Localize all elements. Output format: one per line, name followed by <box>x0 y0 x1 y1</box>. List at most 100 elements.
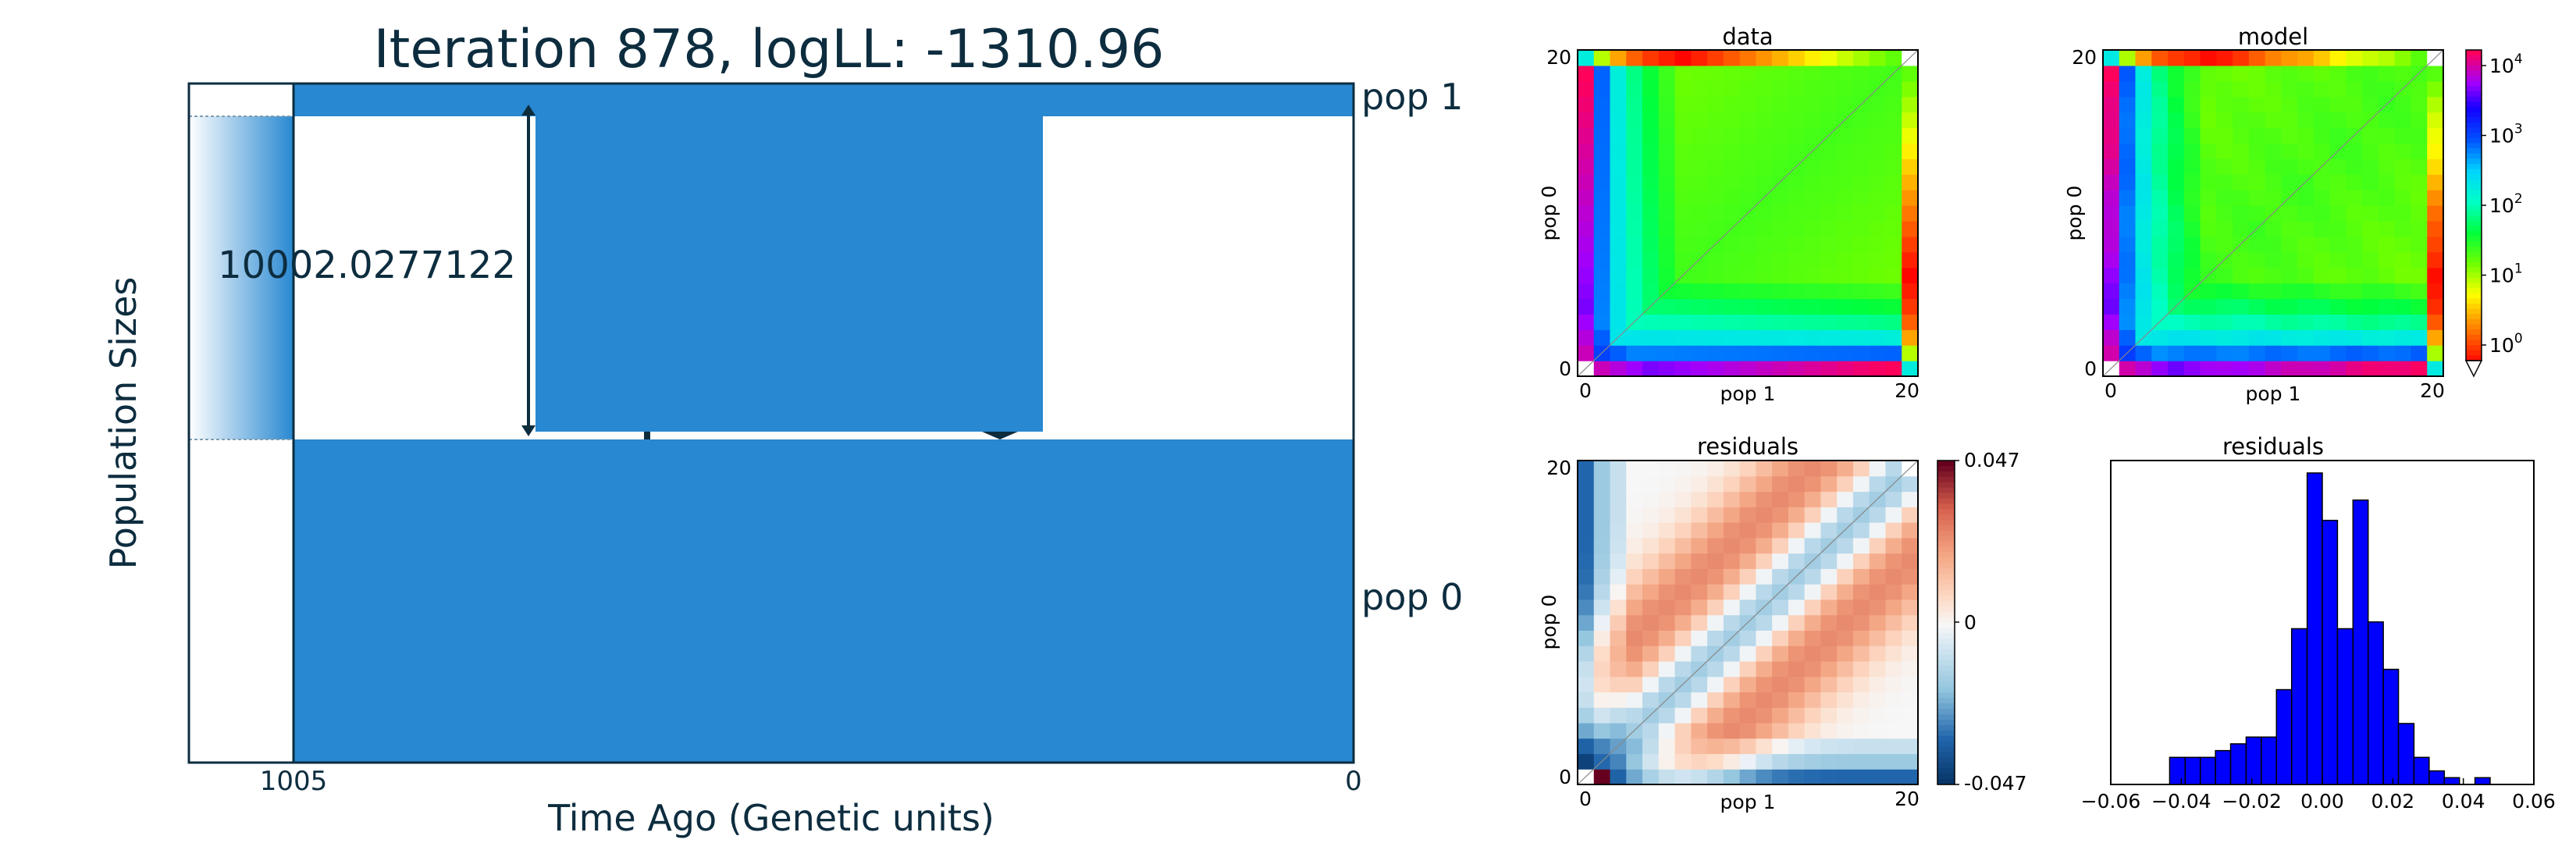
heatmap-cell <box>1593 298 1611 315</box>
heatmap-cell <box>1610 298 1627 315</box>
demography-title: Iteration 878, logLL: -1310.96 <box>374 19 1165 80</box>
heatmap-cell <box>2248 283 2266 300</box>
colorbar-segment <box>1937 503 1955 510</box>
heatmap-cell <box>1707 491 1724 507</box>
heatmap-cell <box>1885 96 1902 113</box>
heatmap-cell <box>1578 676 1595 693</box>
heatmap-cell <box>2378 205 2396 222</box>
heatmap-cell <box>2216 65 2233 82</box>
heatmap-cell <box>1804 329 1822 346</box>
heatmap-cell <box>1788 267 1806 284</box>
heatmap-cell <box>2151 329 2169 346</box>
heatmap-cell <box>2119 283 2137 300</box>
heatmap-cell <box>2151 127 2169 144</box>
heatmap-cell <box>2362 174 2379 190</box>
colorbar-segment <box>2466 314 2482 320</box>
heatmap-cell <box>1756 96 1773 113</box>
heatmap-cell <box>1707 722 1724 739</box>
heatmap-cell <box>1739 96 1756 113</box>
colorbar-segment <box>1937 595 1955 602</box>
heatmap-cell <box>1788 127 1806 144</box>
histogram-tick-label: −0.06 <box>2081 790 2141 813</box>
heatmap-cell <box>2233 267 2250 284</box>
heatmap-cell <box>2216 329 2233 346</box>
heatmap-cell <box>1804 475 1822 493</box>
heatmap-cell <box>1837 283 1854 300</box>
heatmap-cell <box>2183 236 2201 253</box>
heatmap-cell <box>1642 143 1660 159</box>
heatmap-cell <box>1707 599 1724 616</box>
heatmap-cell <box>1691 314 1708 330</box>
heatmap-cell <box>1610 267 1627 284</box>
heatmap-cell <box>2329 267 2347 284</box>
heatmap-cell <box>1772 329 1789 346</box>
model-ytick-max: 20 <box>2072 46 2097 69</box>
heatmap-cell <box>2313 205 2331 222</box>
colorbar-segment <box>2466 106 2482 113</box>
heatmap-cell <box>2216 345 2233 361</box>
heatmap-cell <box>2394 283 2412 300</box>
heatmap-cell <box>2183 190 2201 206</box>
heatmap-cell <box>2362 50 2379 66</box>
heatmap-cell <box>1642 127 1660 144</box>
heatmap-cell <box>1658 738 1676 755</box>
heatmap-cell <box>1610 753 1627 770</box>
heatmap-cell <box>2200 65 2217 82</box>
heatmap-cell <box>2297 50 2314 66</box>
heatmap-cell <box>2329 50 2347 66</box>
heatmap-cell <box>1885 722 1902 739</box>
heatmap-cell <box>1593 236 1611 253</box>
heatmap-cell <box>1626 50 1643 66</box>
heatmap-cell <box>1674 553 1692 569</box>
heatmap-cell <box>1691 676 1708 693</box>
heatmap-cell <box>1869 660 1887 678</box>
heatmap-cell <box>1610 96 1627 113</box>
heatmap-cell <box>1869 190 1887 206</box>
heatmap-cell <box>1658 753 1676 770</box>
heatmap-cell <box>1804 614 1822 631</box>
heatmap-cell <box>2313 283 2331 300</box>
heatmap-cell <box>2151 236 2169 253</box>
heatmap-cell <box>1723 80 1741 98</box>
heatmap-cell <box>2281 50 2298 66</box>
heatmap-cell <box>1691 568 1708 585</box>
heatmap-cell <box>2346 96 2363 113</box>
heatmap-cell <box>2248 96 2266 113</box>
heatmap-cell <box>1820 251 1838 269</box>
heatmap-cell <box>1642 491 1660 507</box>
heatmap-cell <box>1869 112 1887 129</box>
heatmap-cell <box>1885 283 1902 300</box>
heatmap-cell <box>1772 722 1789 739</box>
heatmap-cell <box>1723 236 1741 253</box>
heatmap-cell <box>1626 174 1643 190</box>
heatmap-cell <box>1756 127 1773 144</box>
heatmap-cell <box>2329 220 2347 237</box>
heatmap-cell <box>2427 314 2444 330</box>
heatmap-cell <box>1804 112 1822 129</box>
heatmap-cell <box>2151 80 2169 98</box>
heatmap-cell <box>2427 190 2444 206</box>
heatmap-cell <box>1902 769 1919 785</box>
colorbar-segment <box>1937 498 1955 504</box>
heatmap-cell <box>1626 65 1643 82</box>
heatmap-cell <box>1674 599 1692 616</box>
pop1-band <box>294 84 1354 116</box>
colorbar-segment <box>2466 298 2482 304</box>
heatmap-cell <box>1691 614 1708 631</box>
heatmap-cell <box>1852 568 1870 585</box>
heatmap-cell <box>1852 143 1870 159</box>
heatmap-cell <box>1756 283 1773 300</box>
heatmap-cell <box>1852 537 1870 554</box>
heatmap-cell <box>1674 461 1692 477</box>
heatmap-cell <box>1723 722 1741 739</box>
heatmap-cell <box>2183 96 2201 113</box>
heatmap-cell <box>1820 599 1838 616</box>
heatmap-cell <box>2362 361 2379 377</box>
heatmap-cell <box>2168 190 2185 206</box>
heatmap-cell <box>1739 65 1756 82</box>
heatmap-cell <box>1593 220 1611 237</box>
heatmap-cell <box>2151 283 2169 300</box>
heatmap-cell <box>1658 537 1676 554</box>
heatmap-cell <box>1869 314 1887 330</box>
heatmap-cell <box>1837 738 1854 755</box>
